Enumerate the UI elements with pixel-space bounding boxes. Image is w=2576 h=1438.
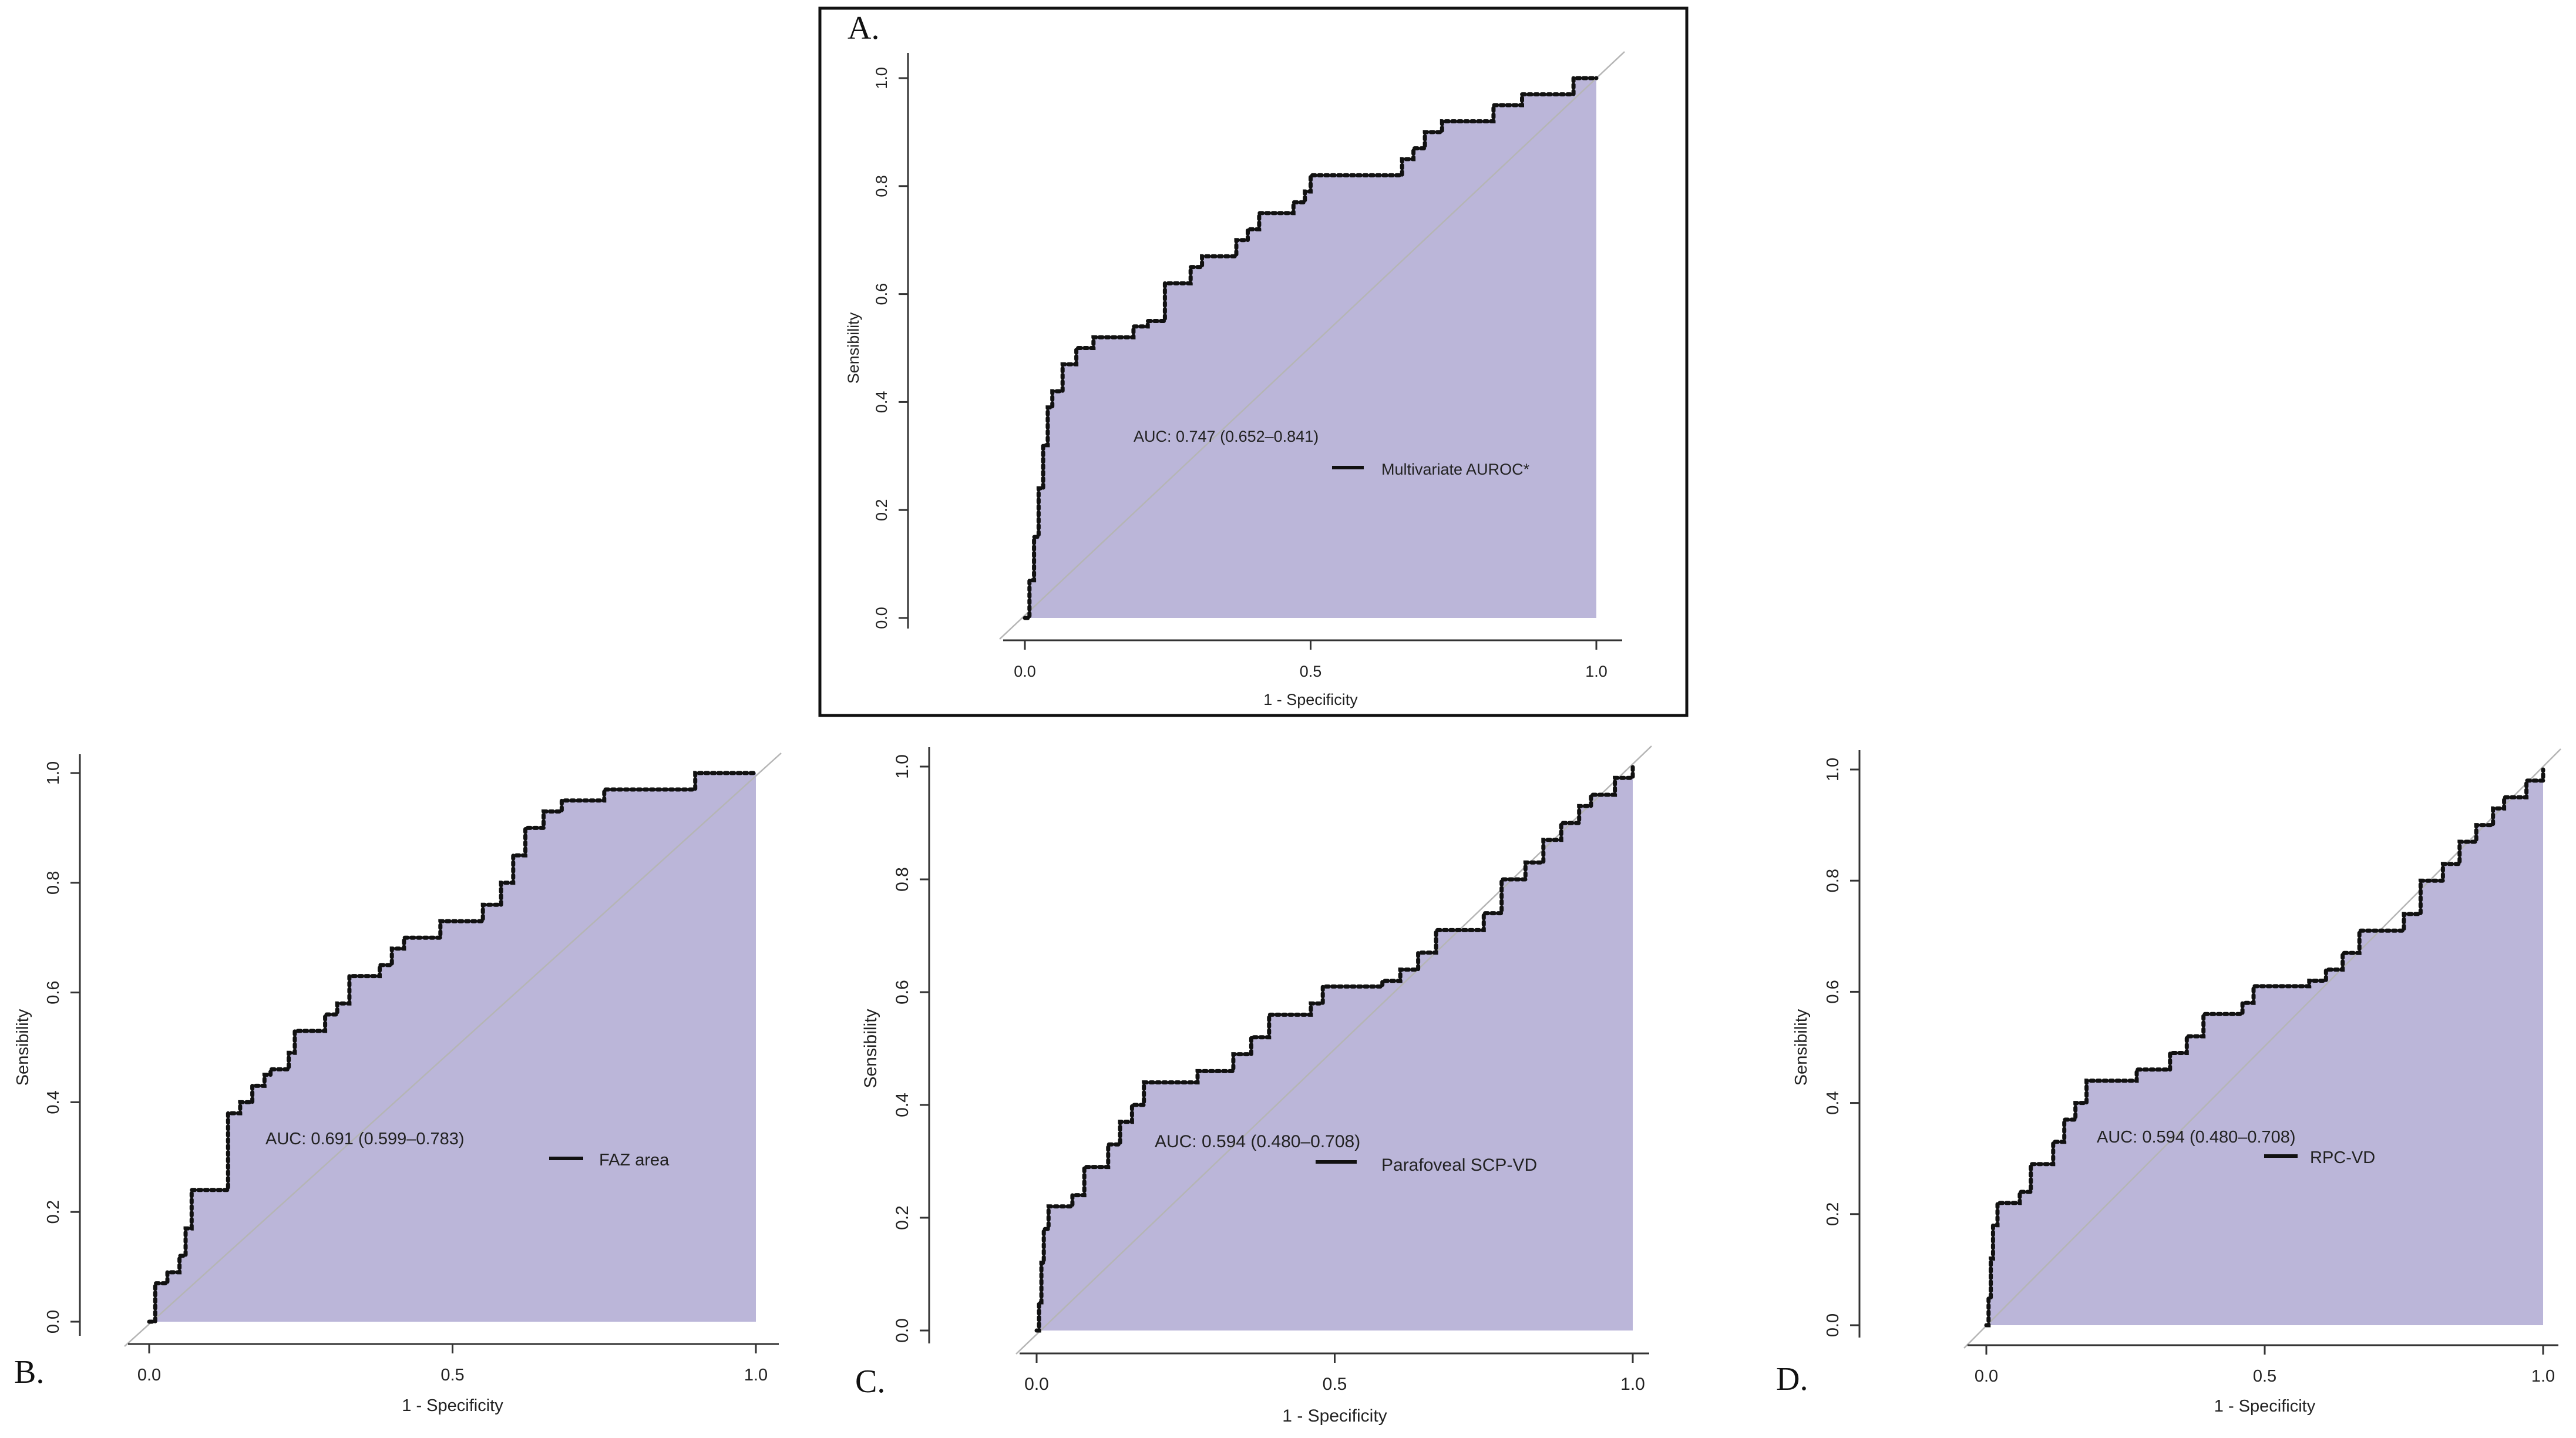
y-tick-label: 0.6 [1824,980,1842,1003]
panel-letter: D. [1776,1361,1808,1397]
y-tick-label: 0.8 [893,867,912,892]
x-tick-label: 0.5 [440,1366,464,1385]
y-tick-label: 1.0 [873,67,890,89]
y-axis-label: Sensibility [1792,1009,1811,1086]
y-tick-label: 0.0 [893,1318,912,1343]
y-tick-label: 0.4 [873,391,890,414]
y-tick-label: 0.2 [1824,1202,1842,1226]
x-tick-label: 1.0 [2531,1367,2555,1386]
roc-panel-b: 0.0 0.5 1.0 0.0 0.2 0.4 0.6 0.8 1.0 1 - Specifici… [14,752,782,1415]
x-tick-label: 0.0 [1024,1375,1049,1394]
roc-panel-c: 0.0 0.5 1.0 0.0 0.2 0.4 0.6 0.8 1.0 1 - Specifici… [855,745,1652,1426]
roc-curve [1984,767,2545,1328]
panel-letter: B. [14,1354,44,1390]
y-tick-label: 0.8 [873,175,890,197]
y-tick-label: 0.8 [44,871,63,895]
roc-area [149,773,756,1322]
y-tick-label: 0.8 [1824,869,1842,892]
y-tick-label: 0.2 [873,499,890,521]
legend-label: Parafoveal SCP-VD [1381,1155,1537,1175]
y-tick-label: 0.4 [893,1093,912,1117]
roc-curve [147,771,758,1324]
x-axis-label: 1 - Specificity [2214,1397,2316,1416]
y-tick-label: 0.6 [893,980,912,1004]
y-tick-label: 0.6 [873,283,890,305]
roc-panel-d: 0.0 0.5 1.0 0.0 0.2 0.4 0.6 0.8 1.0 1 - Specifici… [1776,748,2561,1416]
auc-annotation: AUC: 0.747 (0.652–0.841) [1134,428,1319,445]
y-tick-label: 0.6 [44,980,63,1004]
auc-annotation: AUC: 0.594 (0.480–0.708) [2097,1128,2296,1147]
roc-curve [1034,764,1635,1333]
y-tick-label: 0.0 [873,607,890,629]
x-axis-label: 1 - Specificity [402,1396,503,1415]
x-tick-label: 0.5 [2253,1367,2276,1386]
panel-letter: A. [848,10,879,46]
legend-label: Multivariate AUROC* [1381,461,1530,478]
reference-diagonal [1015,745,1652,1355]
x-tick-label: 0.0 [1014,663,1036,680]
y-tick-label: 1.0 [893,754,912,779]
x-tick-label: 0.0 [1975,1367,1998,1386]
x-tick-label: 1.0 [1620,1375,1645,1394]
x-tick-label: 0.5 [1300,663,1322,680]
reference-diagonal [999,51,1625,640]
y-tick-label: 0.2 [893,1205,912,1230]
x-axis-label: 1 - Specificity [1282,1406,1387,1426]
x-tick-label: 1.0 [744,1366,768,1385]
x-tick-label: 1.0 [1585,663,1608,680]
y-axis-label: Sensibility [14,1009,32,1086]
legend-label: RPC-VD [2310,1148,2375,1167]
y-tick-label: 0.4 [1824,1091,1842,1114]
panel-a-frame [818,6,1689,717]
roc-curve [1023,76,1599,620]
x-axis-label: 1 - Specificity [1263,691,1358,708]
legend-label: FAZ area [599,1151,670,1170]
x-tick-label: 0.0 [137,1366,161,1385]
y-axis-label: Sensibility [845,312,862,384]
panel-letter: C. [855,1363,885,1400]
x-tick-label: 0.5 [1323,1375,1347,1394]
auc-annotation: AUC: 0.594 (0.480–0.708) [1155,1132,1360,1151]
y-tick-label: 1.0 [44,761,63,785]
y-tick-label: 0.4 [44,1090,63,1114]
y-tick-label: 0.0 [1824,1313,1842,1337]
y-axis-label: Sensibility [861,1009,880,1088]
y-tick-label: 0.2 [44,1200,63,1224]
y-tick-label: 1.0 [1824,758,1842,781]
y-tick-label: 0.0 [44,1310,63,1333]
roc-panel-a: 0.0 0.5 1.0 0.0 0.2 0.4 0.6 0.8 1.0 1 - Specifici… [845,10,1625,708]
reference-diagonal [124,752,782,1347]
auc-annotation: AUC: 0.691 (0.599–0.783) [265,1130,465,1148]
